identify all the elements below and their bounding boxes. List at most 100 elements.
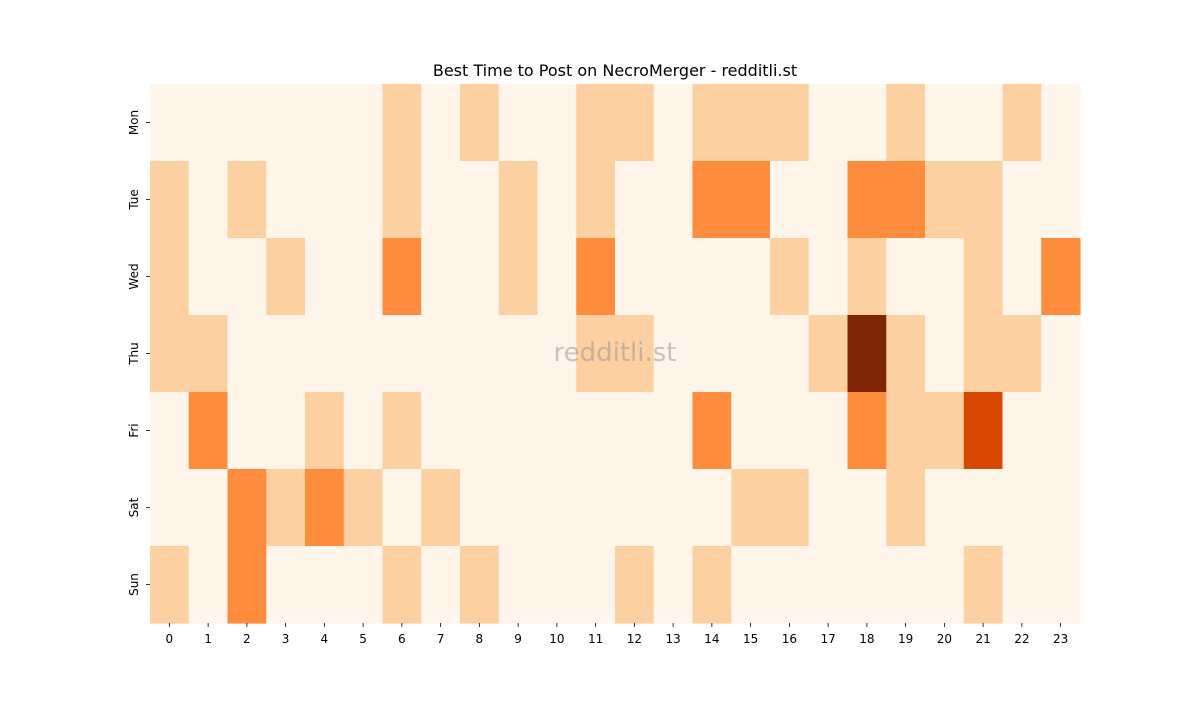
heatmap-cell-sun-11 [576,546,616,624]
heatmap-cell-thu-22 [1002,315,1042,393]
heatmap-cell-thu-15 [731,315,771,393]
heatmap-cell-tue-3 [266,161,306,239]
heatmap-cell-fri-17 [808,392,849,470]
heatmap-cell-fri-8 [460,392,500,470]
heatmap-cell-tue-13 [653,161,694,239]
heatmap-cell-sat-5 [343,469,384,547]
heatmap-cell-wed-4 [305,238,345,316]
heatmap-cell-wed-12 [615,238,655,316]
heatmap-cell-fri-9 [498,392,539,470]
heatmap-cell-tue-11 [576,161,616,239]
heatmap-cell-tue-2 [227,161,267,239]
heatmap-cell-sat-20 [925,469,965,547]
heatmap-cell-sat-3 [266,469,306,547]
heatmap-cell-thu-18 [847,315,887,393]
heatmap-cell-sat-8 [460,469,500,547]
x-tick-label: 10 [549,632,564,646]
y-tick-label: Wed [127,263,141,289]
heatmap-cell-thu-8 [460,315,500,393]
heatmap-cell-sat-14 [692,469,732,547]
heatmap-cell-fri-23 [1041,392,1081,470]
heatmap-cell-wed-10 [537,238,577,316]
heatmap-cell-sun-4 [305,546,345,624]
x-tick-label: 14 [704,632,719,646]
x-tick-label: 12 [627,632,642,646]
x-tick-label: 8 [476,632,484,646]
x-tick-label: 22 [1014,632,1029,646]
heatmap-cell-sat-13 [653,469,694,547]
heatmap-cell-thu-6 [382,315,422,393]
heatmap-cell-thu-21 [963,315,1004,393]
heatmap-cell-mon-18 [847,84,887,162]
heatmap-cell-sun-10 [537,546,577,624]
y-tick-label: Fri [127,423,141,437]
heatmap-cell-sun-1 [188,546,229,624]
heatmap-cell-tue-15 [731,161,771,239]
heatmap-cell-mon-3 [266,84,306,162]
heatmap-cell-sun-8 [460,546,500,624]
heatmap-cell-mon-20 [925,84,965,162]
heatmap-cell-sun-5 [343,546,384,624]
heatmap-cell-sat-11 [576,469,616,547]
heatmap-cell-wed-20 [925,238,965,316]
heatmap-cell-mon-6 [382,84,422,162]
heatmap-cell-thu-16 [770,315,810,393]
heatmap-cell-thu-12 [615,315,655,393]
heatmap-cell-fri-14 [692,392,732,470]
heatmap-cell-fri-21 [963,392,1004,470]
heatmap-cell-tue-1 [188,161,229,239]
chart-title: Best Time to Post on NecroMerger - reddi… [433,61,797,80]
heatmap-cell-sat-6 [382,469,422,547]
heatmap-cell-mon-9 [498,84,539,162]
heatmap-cell-mon-13 [653,84,694,162]
heatmap-cell-mon-2 [227,84,267,162]
heatmap-cell-wed-21 [963,238,1004,316]
heatmap-cell-sun-17 [808,546,849,624]
heatmap-cell-wed-16 [770,238,810,316]
heatmap-cell-sat-19 [886,469,926,547]
heatmap-cell-sun-2 [227,546,267,624]
heatmap-cell-sat-2 [227,469,267,547]
heatmap-cell-fri-12 [615,392,655,470]
heatmap-cell-sun-21 [963,546,1004,624]
heatmap-cell-tue-17 [808,161,849,239]
y-tick-label: Tue [127,189,141,211]
heatmap-cell-thu-1 [188,315,229,393]
heatmap-cell-fri-4 [305,392,345,470]
x-tick-label: 21 [975,632,990,646]
heatmap-cell-mon-14 [692,84,732,162]
heatmap-cell-tue-18 [847,161,887,239]
heatmap-cell-thu-0 [150,315,190,393]
heatmap-cell-sat-17 [808,469,849,547]
x-tick-label: 18 [859,632,874,646]
heatmap-cell-thu-3 [266,315,306,393]
heatmap-cell-mon-11 [576,84,616,162]
heatmap-cell-sun-18 [847,546,887,624]
heatmap-cell-wed-6 [382,238,422,316]
x-tick-label: 11 [588,632,603,646]
heatmap-cell-thu-23 [1041,315,1081,393]
heatmap-cell-wed-1 [188,238,229,316]
heatmap-cell-mon-17 [808,84,849,162]
heatmap-cell-wed-13 [653,238,694,316]
heatmap-cell-tue-10 [537,161,577,239]
heatmap-cell-wed-19 [886,238,926,316]
heatmap-cell-fri-6 [382,392,422,470]
heatmap-cell-fri-0 [150,392,190,470]
heatmap-cell-wed-8 [460,238,500,316]
heatmap-cell-mon-15 [731,84,771,162]
heatmap-cell-mon-7 [421,84,461,162]
x-axis: 0 1 2 3 4 5 6 7 8 9 10 11 12 13 14 15 16 17 18 19 20 21 22 23 [166,623,1068,646]
heatmap-cell-fri-1 [188,392,229,470]
heatmap-cell-thu-11 [576,315,616,393]
x-tick-label: 5 [359,632,367,646]
heatmap-cell-sat-15 [731,469,771,547]
heatmap-cell-thu-19 [886,315,926,393]
heatmap-cell-mon-8 [460,84,500,162]
heatmap-cell-sat-23 [1041,469,1081,547]
heatmap-cell-tue-16 [770,161,810,239]
heatmap-cell-mon-4 [305,84,345,162]
x-tick-label: 7 [437,632,445,646]
